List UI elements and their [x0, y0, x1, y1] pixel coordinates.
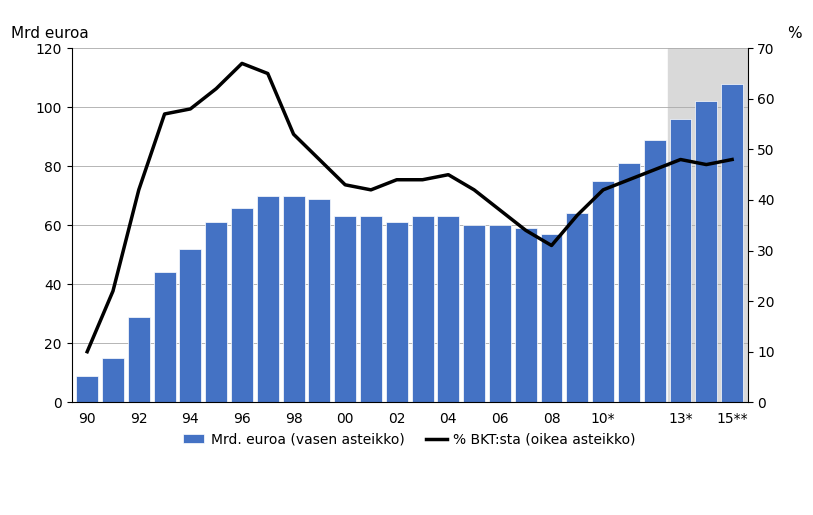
Bar	[231, 208, 253, 402]
Bar	[76, 376, 98, 402]
Bar	[154, 272, 176, 402]
Bar	[567, 213, 589, 402]
Text: Mrd euroa: Mrd euroa	[11, 26, 89, 41]
Bar	[541, 234, 563, 402]
Bar	[102, 358, 124, 402]
Bar	[411, 216, 433, 402]
Bar	[618, 163, 640, 402]
Bar	[205, 222, 227, 402]
Bar	[360, 216, 382, 402]
Bar	[334, 216, 356, 402]
Legend: Mrd. euroa (vasen asteikko), % BKT:sta (oikea asteikko): Mrd. euroa (vasen asteikko), % BKT:sta (…	[178, 427, 641, 452]
Bar	[257, 196, 279, 402]
Bar	[283, 196, 305, 402]
Text: %: %	[787, 26, 802, 41]
Bar	[592, 181, 614, 402]
Bar	[437, 216, 459, 402]
Bar	[180, 249, 202, 402]
Bar	[721, 83, 743, 402]
Bar	[670, 119, 692, 402]
Bar	[667, 48, 748, 402]
Bar	[644, 140, 666, 402]
Bar	[128, 317, 150, 402]
Bar	[386, 222, 407, 402]
Bar	[515, 228, 537, 402]
Bar	[463, 225, 485, 402]
Bar	[489, 225, 511, 402]
Bar	[695, 101, 717, 402]
Bar	[308, 199, 330, 402]
